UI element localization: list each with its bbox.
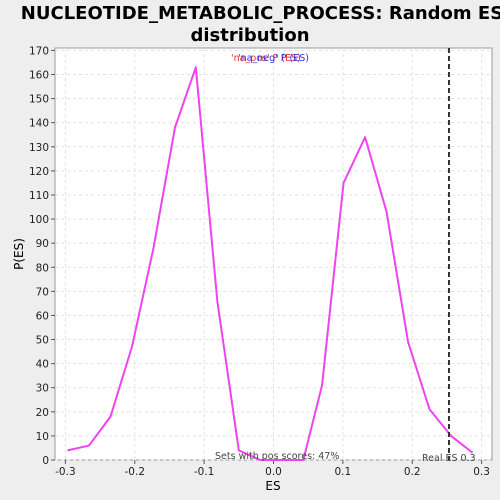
- x-tick-label: -0.2: [125, 466, 146, 478]
- y-tick-label: 170: [29, 45, 49, 57]
- chart-title-line1: NUCLEOTIDE_METABOLIC_PROCESS: Random ES: [21, 3, 500, 24]
- x-tick-label: 0.2: [404, 466, 421, 478]
- y-tick-label: 100: [29, 214, 49, 226]
- x-tick-label: -0.3: [55, 466, 76, 478]
- y-tick-label: 160: [29, 70, 49, 82]
- y-tick-label: 10: [36, 431, 49, 443]
- y-tick-label: 90: [36, 238, 49, 250]
- y-tick-label: 40: [36, 359, 49, 371]
- chart-title-line2: distribution: [190, 25, 309, 46]
- y-tick-label: 20: [36, 407, 49, 419]
- y-tick-label: 110: [29, 190, 49, 202]
- y-tick-label: 70: [36, 286, 49, 298]
- y-tick-label: 150: [29, 94, 49, 106]
- y-tick-label: 50: [36, 335, 49, 347]
- y-tick-label: 30: [36, 383, 49, 395]
- x-tick-label: 0.0: [265, 466, 282, 478]
- legend-entry-neg: 'na_neg' P (ES): [238, 53, 309, 64]
- y-tick-label: 80: [36, 262, 49, 274]
- y-axis-label: P(ES): [12, 238, 26, 270]
- y-tick-label: 120: [29, 166, 49, 178]
- x-tick-label: 0.1: [335, 466, 352, 478]
- axis-ticks: 0 10 20 30 40 50 60 70 80 90 100 110 120 130 140 150 160…: [29, 45, 490, 478]
- y-tick-label: 60: [36, 310, 49, 322]
- x-tick-label: 0.3: [473, 466, 490, 478]
- series-line: [67, 66, 474, 461]
- x-axis-label: ES: [265, 479, 280, 493]
- y-tick-label: 140: [29, 118, 49, 130]
- x-tick-label: -0.1: [194, 466, 215, 478]
- real-es-label: Real ES 0.3: [422, 453, 476, 464]
- y-tick-label: 130: [29, 142, 49, 154]
- pos-scores-annotation: Sets with pos scores: 47%: [215, 451, 339, 462]
- grid-lines: [55, 48, 492, 461]
- y-tick-label: 0: [42, 455, 49, 467]
- legend-entry-pos: 'na_pos' P (ES): [231, 53, 301, 64]
- series-group: [67, 66, 474, 461]
